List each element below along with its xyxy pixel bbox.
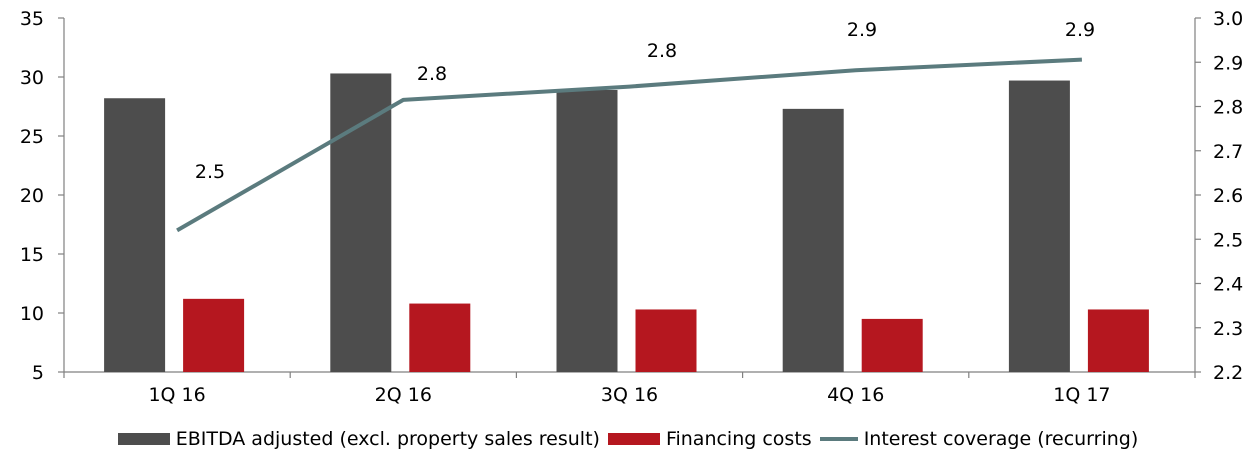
left-tick-label: 5: [32, 362, 44, 384]
left-tick-label: 10: [20, 303, 44, 325]
right-tick-label: 2.2: [1213, 362, 1243, 384]
bar-financing-costs: [183, 298, 245, 372]
legend-item-financing: Financing costs: [607, 428, 812, 450]
right-tick-label: 2.5: [1213, 229, 1243, 251]
bar-ebitda: [1008, 80, 1070, 372]
x-tick-label: 3Q 16: [601, 384, 658, 406]
legend-label-financing: Financing costs: [665, 428, 812, 450]
legend-label-coverage: Interest coverage (recurring): [863, 428, 1139, 450]
data-label-interest-coverage: 2.8: [647, 40, 677, 62]
right-tick-label: 2.9: [1213, 52, 1243, 74]
x-tick-label: 1Q 17: [1053, 384, 1110, 406]
x-tick-label: 4Q 16: [827, 384, 884, 406]
right-tick-label: 2.6: [1213, 185, 1243, 207]
left-tick-label: 30: [20, 67, 44, 89]
bar-financing-costs: [635, 309, 697, 372]
data-label-interest-coverage: 2.9: [1065, 19, 1095, 41]
legend-swatch-ebitda: [117, 433, 170, 445]
right-tick-label: 2.4: [1213, 274, 1243, 296]
right-tick-label: 2.8: [1213, 97, 1243, 119]
bar-ebitda: [782, 108, 844, 373]
legend-label-ebitda: EBITDA adjusted (excl. property sales re…: [175, 428, 600, 450]
legend-swatch-financing: [607, 433, 660, 445]
data-label-interest-coverage: 2.8: [417, 63, 447, 85]
bar-financing-costs: [861, 318, 923, 372]
right-tick-label: 2.7: [1213, 141, 1243, 163]
bar-ebitda: [104, 98, 166, 373]
bar-ebitda: [556, 89, 618, 372]
legend-item-ebitda: EBITDA adjusted (excl. property sales re…: [117, 428, 600, 450]
left-tick-label: 20: [20, 185, 44, 207]
legend: EBITDA adjusted (excl. property sales re…: [0, 423, 1258, 455]
chart: 5 10 15 20 25 30 35 2.2 2.3 2.4 2.5 2.6 2.7 2.8 2.9 3.0…: [20, 8, 1243, 406]
legend-item-coverage: Interest coverage (recurring): [819, 428, 1139, 450]
data-label-interest-coverage: 2.5: [195, 161, 225, 183]
bar-financing-costs: [1087, 309, 1149, 372]
right-tick-label: 3.0: [1213, 8, 1243, 30]
legend-swatch-coverage: [819, 437, 858, 441]
bar-financing-costs: [409, 303, 471, 372]
left-tick-label: 15: [20, 244, 44, 266]
bar-ebitda: [330, 73, 392, 373]
x-tick-label: 2Q 16: [375, 384, 432, 406]
data-label-interest-coverage: 2.9: [847, 19, 877, 41]
left-tick-label: 25: [20, 126, 44, 148]
right-tick-label: 2.3: [1213, 318, 1243, 340]
line-interest-coverage: [176, 57, 1082, 233]
left-tick-label: 35: [20, 8, 44, 30]
x-tick-label: 1Q 16: [148, 384, 205, 406]
